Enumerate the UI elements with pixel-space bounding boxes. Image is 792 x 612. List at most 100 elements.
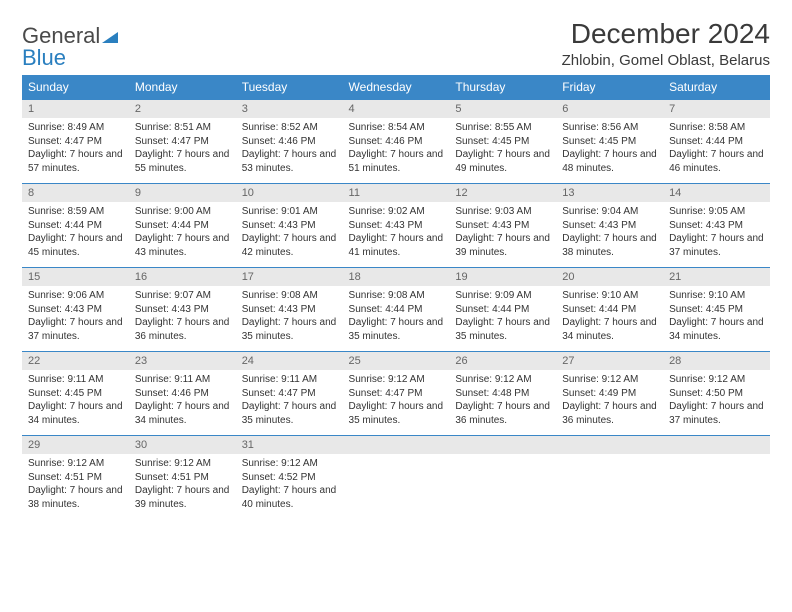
day-body: Sunrise: 9:07 AMSunset: 4:43 PMDaylight:… xyxy=(129,286,236,351)
daylight-line: Daylight: 7 hours and 48 minutes. xyxy=(562,148,657,175)
sunrise-line: Sunrise: 8:58 AM xyxy=(669,121,764,135)
day-body: Sunrise: 9:11 AMSunset: 4:46 PMDaylight:… xyxy=(129,370,236,435)
sunset-line: Sunset: 4:44 PM xyxy=(669,135,764,149)
sunrise-line: Sunrise: 9:05 AM xyxy=(669,205,764,219)
day-body: Sunrise: 9:10 AMSunset: 4:45 PMDaylight:… xyxy=(663,286,770,351)
sunrise-line: Sunrise: 9:08 AM xyxy=(242,289,337,303)
sunrise-line: Sunrise: 8:55 AM xyxy=(455,121,550,135)
day-cell: 22Sunrise: 9:11 AMSunset: 4:45 PMDayligh… xyxy=(22,352,129,436)
sunset-line: Sunset: 4:47 PM xyxy=(28,135,123,149)
sunrise-line: Sunrise: 9:12 AM xyxy=(455,373,550,387)
day-number xyxy=(556,436,663,454)
empty-cell xyxy=(663,436,770,520)
day-cell: 23Sunrise: 9:11 AMSunset: 4:46 PMDayligh… xyxy=(129,352,236,436)
day-body: Sunrise: 8:59 AMSunset: 4:44 PMDaylight:… xyxy=(22,202,129,267)
sunset-line: Sunset: 4:44 PM xyxy=(562,303,657,317)
day-body: Sunrise: 9:12 AMSunset: 4:52 PMDaylight:… xyxy=(236,454,343,519)
day-body: Sunrise: 9:06 AMSunset: 4:43 PMDaylight:… xyxy=(22,286,129,351)
empty-cell xyxy=(449,436,556,520)
daylight-line: Daylight: 7 hours and 35 minutes. xyxy=(242,400,337,427)
daylight-line: Daylight: 7 hours and 36 minutes. xyxy=(455,400,550,427)
daylight-line: Daylight: 7 hours and 55 minutes. xyxy=(135,148,230,175)
day-number: 17 xyxy=(236,268,343,286)
sunrise-line: Sunrise: 8:59 AM xyxy=(28,205,123,219)
day-body xyxy=(556,454,663,512)
day-number: 21 xyxy=(663,268,770,286)
day-number: 9 xyxy=(129,184,236,202)
sunset-line: Sunset: 4:46 PM xyxy=(242,135,337,149)
sunrise-line: Sunrise: 8:56 AM xyxy=(562,121,657,135)
day-number xyxy=(449,436,556,454)
daylight-line: Daylight: 7 hours and 41 minutes. xyxy=(349,232,444,259)
sunset-line: Sunset: 4:47 PM xyxy=(242,387,337,401)
sunset-line: Sunset: 4:44 PM xyxy=(349,303,444,317)
day-cell: 15Sunrise: 9:06 AMSunset: 4:43 PMDayligh… xyxy=(22,268,129,352)
day-body: Sunrise: 9:01 AMSunset: 4:43 PMDaylight:… xyxy=(236,202,343,267)
daylight-line: Daylight: 7 hours and 35 minutes. xyxy=(349,316,444,343)
day-header-saturday: Saturday xyxy=(663,75,770,100)
daylight-line: Daylight: 7 hours and 49 minutes. xyxy=(455,148,550,175)
day-cell: 20Sunrise: 9:10 AMSunset: 4:44 PMDayligh… xyxy=(556,268,663,352)
day-body: Sunrise: 9:10 AMSunset: 4:44 PMDaylight:… xyxy=(556,286,663,351)
daylight-line: Daylight: 7 hours and 46 minutes. xyxy=(669,148,764,175)
sunset-line: Sunset: 4:46 PM xyxy=(349,135,444,149)
day-number: 26 xyxy=(449,352,556,370)
sunrise-line: Sunrise: 9:04 AM xyxy=(562,205,657,219)
day-number: 6 xyxy=(556,100,663,118)
day-cell: 14Sunrise: 9:05 AMSunset: 4:43 PMDayligh… xyxy=(663,184,770,268)
daylight-line: Daylight: 7 hours and 34 minutes. xyxy=(562,316,657,343)
day-cell: 12Sunrise: 9:03 AMSunset: 4:43 PMDayligh… xyxy=(449,184,556,268)
sunset-line: Sunset: 4:45 PM xyxy=(669,303,764,317)
day-number xyxy=(663,436,770,454)
sunrise-line: Sunrise: 9:12 AM xyxy=(135,457,230,471)
day-cell: 29Sunrise: 9:12 AMSunset: 4:51 PMDayligh… xyxy=(22,436,129,520)
day-body: Sunrise: 9:12 AMSunset: 4:49 PMDaylight:… xyxy=(556,370,663,435)
day-cell: 9Sunrise: 9:00 AMSunset: 4:44 PMDaylight… xyxy=(129,184,236,268)
sunset-line: Sunset: 4:45 PM xyxy=(28,387,123,401)
daylight-line: Daylight: 7 hours and 43 minutes. xyxy=(135,232,230,259)
day-body: Sunrise: 8:52 AMSunset: 4:46 PMDaylight:… xyxy=(236,118,343,183)
day-cell: 31Sunrise: 9:12 AMSunset: 4:52 PMDayligh… xyxy=(236,436,343,520)
daylight-line: Daylight: 7 hours and 36 minutes. xyxy=(562,400,657,427)
calendar-body: 1Sunrise: 8:49 AMSunset: 4:47 PMDaylight… xyxy=(22,100,770,520)
daylight-line: Daylight: 7 hours and 40 minutes. xyxy=(242,484,337,511)
day-cell: 11Sunrise: 9:02 AMSunset: 4:43 PMDayligh… xyxy=(343,184,450,268)
day-number: 7 xyxy=(663,100,770,118)
calendar-table: SundayMondayTuesdayWednesdayThursdayFrid… xyxy=(22,75,770,519)
logo-part2: Blue xyxy=(22,45,66,70)
day-body xyxy=(449,454,556,512)
daylight-line: Daylight: 7 hours and 37 minutes. xyxy=(669,400,764,427)
daylight-line: Daylight: 7 hours and 53 minutes. xyxy=(242,148,337,175)
day-header-thursday: Thursday xyxy=(449,75,556,100)
day-body: Sunrise: 9:03 AMSunset: 4:43 PMDaylight:… xyxy=(449,202,556,267)
logo-triangle-icon xyxy=(102,23,118,48)
sunset-line: Sunset: 4:43 PM xyxy=(242,303,337,317)
day-number: 8 xyxy=(22,184,129,202)
day-cell: 17Sunrise: 9:08 AMSunset: 4:43 PMDayligh… xyxy=(236,268,343,352)
day-cell: 27Sunrise: 9:12 AMSunset: 4:49 PMDayligh… xyxy=(556,352,663,436)
day-number: 28 xyxy=(663,352,770,370)
day-number: 29 xyxy=(22,436,129,454)
day-cell: 30Sunrise: 9:12 AMSunset: 4:51 PMDayligh… xyxy=(129,436,236,520)
day-header-monday: Monday xyxy=(129,75,236,100)
day-number: 1 xyxy=(22,100,129,118)
day-cell: 3Sunrise: 8:52 AMSunset: 4:46 PMDaylight… xyxy=(236,100,343,184)
daylight-line: Daylight: 7 hours and 39 minutes. xyxy=(135,484,230,511)
sunrise-line: Sunrise: 8:51 AM xyxy=(135,121,230,135)
day-body: Sunrise: 9:12 AMSunset: 4:50 PMDaylight:… xyxy=(663,370,770,435)
sunrise-line: Sunrise: 8:49 AM xyxy=(28,121,123,135)
sunrise-line: Sunrise: 9:09 AM xyxy=(455,289,550,303)
daylight-line: Daylight: 7 hours and 38 minutes. xyxy=(562,232,657,259)
empty-cell xyxy=(343,436,450,520)
day-cell: 18Sunrise: 9:08 AMSunset: 4:44 PMDayligh… xyxy=(343,268,450,352)
day-cell: 6Sunrise: 8:56 AMSunset: 4:45 PMDaylight… xyxy=(556,100,663,184)
day-number: 25 xyxy=(343,352,450,370)
week-row: 1 Sunrise: 8:49 AMSunset: 4:47 PM Daylight… xyxy=(22,100,770,184)
sunset-line: Sunset: 4:52 PM xyxy=(242,471,337,485)
daylight-line: Daylight: 7 hours and 51 minutes. xyxy=(349,148,444,175)
sunset-line: Sunset: 4:51 PM xyxy=(28,471,123,485)
sunrise-line: Sunrise: 9:02 AM xyxy=(349,205,444,219)
day-cell: 4Sunrise: 8:54 AMSunset: 4:46 PMDaylight… xyxy=(343,100,450,184)
sunrise-line: Sunrise: 8:54 AM xyxy=(349,121,444,135)
day-body: Sunrise: 9:11 AMSunset: 4:45 PMDaylight:… xyxy=(22,370,129,435)
